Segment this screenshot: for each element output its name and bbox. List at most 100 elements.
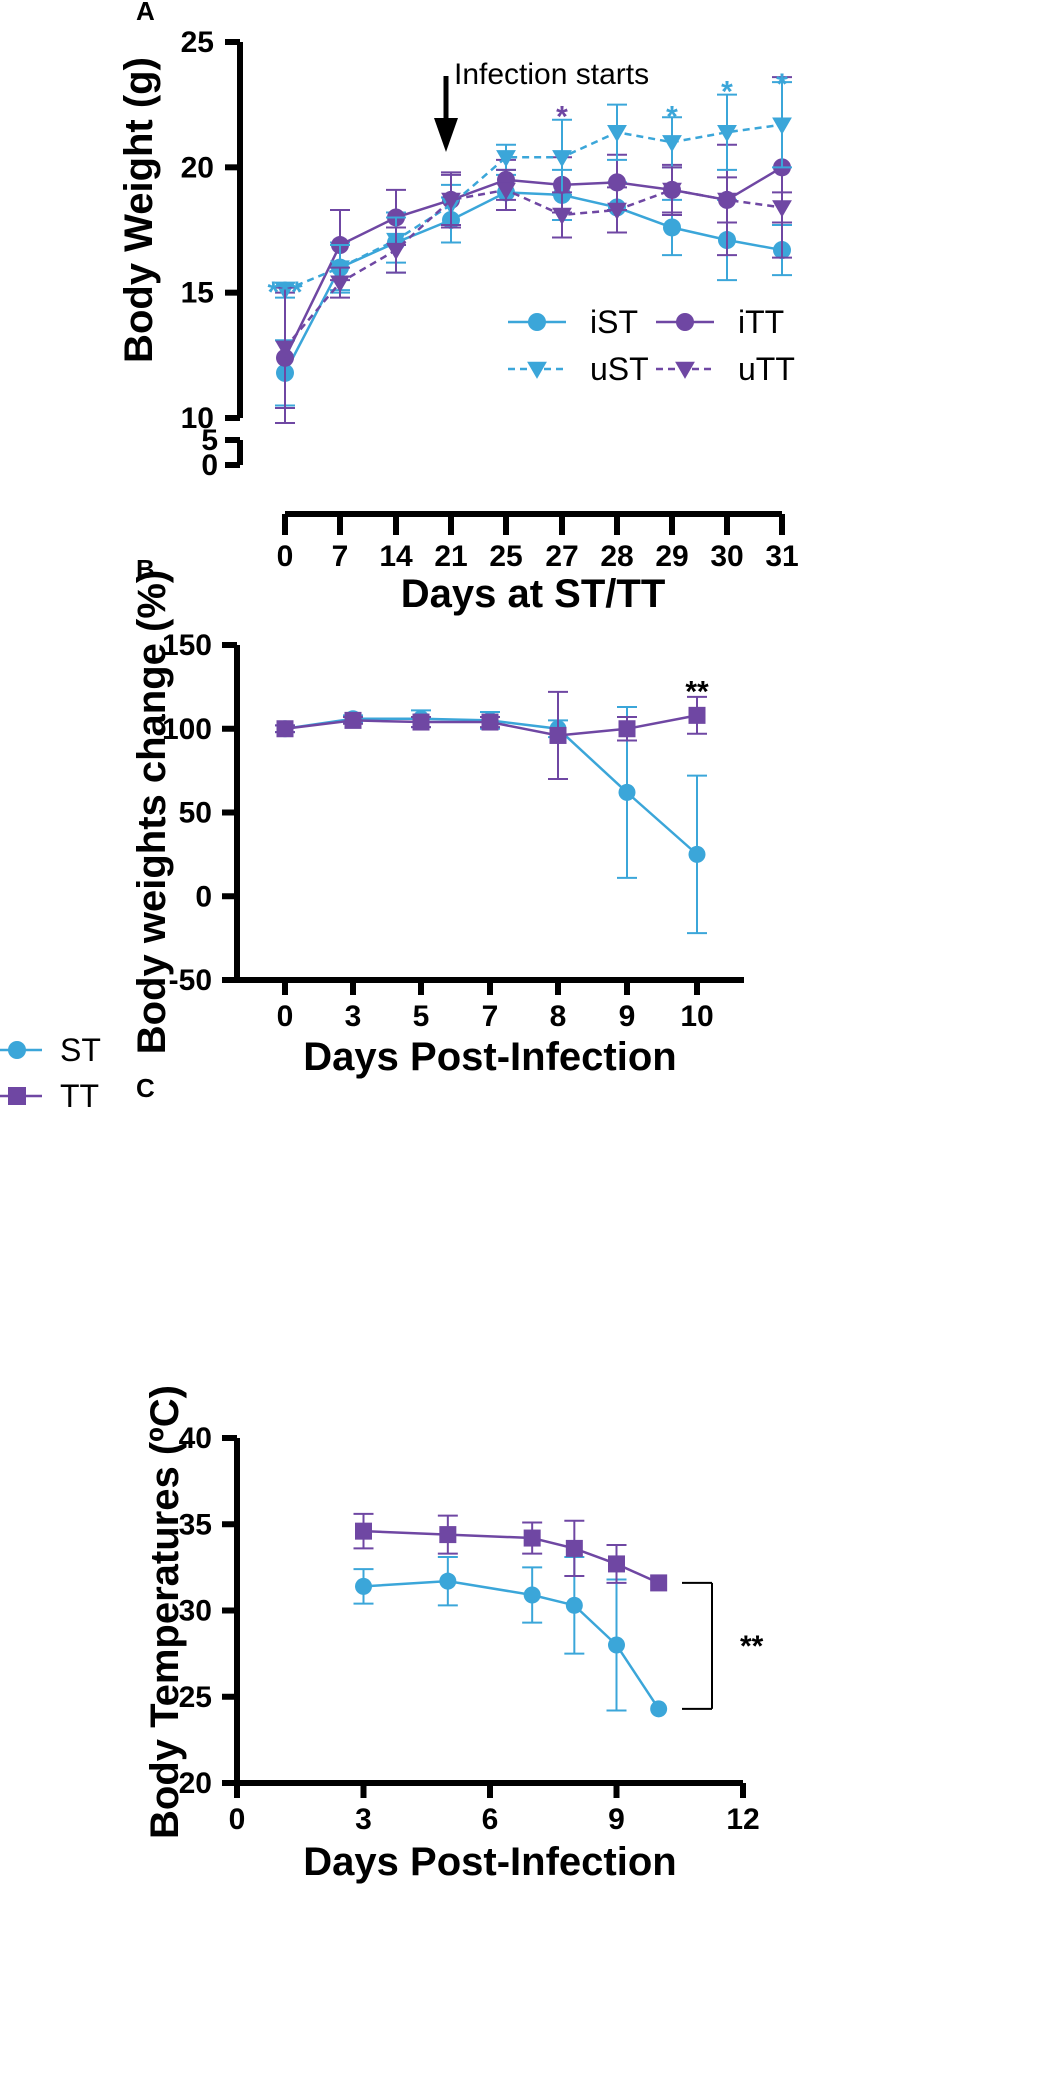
data-point (496, 150, 516, 168)
x-tick-label: 5 (413, 1000, 430, 1033)
data-point (608, 1636, 625, 1654)
y-tick-label: 15 (181, 277, 214, 310)
series-ST (353, 1556, 668, 1718)
y-tick-label: 5 (201, 424, 218, 457)
legend-marker-iTT (676, 313, 694, 331)
x-tick-label: 0 (229, 1803, 246, 1836)
x-tick-label: 14 (379, 540, 413, 573)
x-tick-label: 30 (710, 540, 743, 573)
data-point (662, 135, 682, 153)
significance-bracket (682, 1581, 713, 1710)
panel-b: B -50 0 50 100 150 0 3 5 7 8 9 10 Body weights change… (130, 554, 744, 1079)
data-point (772, 200, 792, 218)
y-axis-title: Body weights change (%) (130, 570, 174, 1055)
legend-marker-iST (528, 313, 546, 331)
data-point (688, 706, 706, 724)
data-point (439, 1526, 457, 1544)
legend-label-uTT: uTT (738, 351, 795, 387)
y-tick-label: 40 (179, 1422, 212, 1455)
series-line-iST (283, 191, 783, 374)
data-point (618, 720, 636, 738)
series-line-uST (284, 123, 783, 292)
legend-marker-uST (527, 361, 547, 379)
significance-marker: * (556, 101, 568, 134)
data-point (355, 1522, 372, 1540)
y-tick-label: 30 (179, 1595, 212, 1628)
shared-legend-label-TT: TT (60, 1078, 99, 1114)
y-tick-label: 10 (181, 402, 214, 435)
y-tick-label: 0 (195, 880, 212, 913)
series-line-ST (363, 1579, 660, 1710)
infection-starts-label: Infection starts (454, 58, 649, 91)
data-point (565, 1596, 583, 1614)
data-point (496, 182, 516, 200)
data-point (355, 1577, 372, 1595)
y-tick-label: 20 (179, 1767, 212, 1800)
x-tick-label: 27 (545, 540, 578, 573)
data-point (523, 1586, 541, 1604)
significance-marker: * (666, 101, 678, 134)
data-point (523, 1529, 541, 1547)
y-tick-label: 50 (179, 797, 212, 830)
y-tick-label: 20 (181, 151, 214, 184)
data-point (344, 711, 362, 729)
data-point (276, 720, 294, 738)
legend-label-iTT: iTT (738, 304, 784, 340)
data-point (330, 275, 350, 293)
series-uTT (275, 166, 792, 409)
x-tick-label: 25 (489, 540, 522, 573)
x-tick-label: 21 (434, 540, 467, 573)
data-point (441, 192, 461, 210)
y-tick-label: 25 (179, 1681, 212, 1714)
x-tick-label: 7 (332, 540, 349, 573)
series-line-uTT (284, 188, 783, 349)
data-point (688, 845, 706, 863)
panel-label-c: C (136, 1073, 155, 1103)
legend-label-iST: iST (590, 304, 638, 340)
data-point (618, 783, 636, 801)
data-point (565, 1539, 583, 1557)
data-point (481, 713, 499, 731)
x-tick-label: 0 (277, 540, 294, 573)
y-axis-title: Body Weight (g) (117, 57, 161, 363)
significance-marker: ** (740, 1630, 764, 1663)
data-point (650, 1700, 668, 1718)
data-point (412, 713, 430, 731)
significance-marker: * (776, 68, 788, 101)
data-point (386, 242, 406, 260)
x-tick-label: 9 (619, 1000, 636, 1033)
data-point (650, 1574, 668, 1592)
x-tick-label: 8 (550, 1000, 567, 1033)
panel-label-b: B (136, 554, 155, 584)
y-tick-label: 100 (162, 713, 212, 746)
y-tick-label: 35 (179, 1508, 212, 1541)
series-ST (275, 705, 707, 935)
x-tick-label: 9 (608, 1803, 625, 1836)
x-axis-title: Days Post-Infection (303, 1035, 676, 1079)
data-point (717, 125, 737, 143)
shared-legend: ST TT (0, 1032, 101, 1114)
x-tick-label: 3 (345, 1000, 362, 1033)
significance-marker: * (721, 76, 733, 109)
x-tick-label: 7 (482, 1000, 499, 1033)
x-tick-label: 0 (277, 1000, 294, 1033)
data-point (717, 192, 737, 210)
x-axis-title: Days Post-Infection (303, 1840, 676, 1884)
x-tick-label: 12 (726, 1803, 759, 1836)
shared-legend-label-ST: ST (60, 1032, 101, 1068)
x-tick-label: 6 (482, 1803, 499, 1836)
data-point (275, 340, 295, 358)
x-tick-label: 10 (680, 1000, 713, 1033)
x-axis-title: Days at ST/TT (401, 572, 666, 616)
data-point (552, 207, 572, 225)
data-point (549, 726, 567, 744)
data-point (607, 125, 627, 143)
x-tick-label: 3 (355, 1803, 372, 1836)
legend-label-uST: uST (590, 351, 649, 387)
data-point (772, 117, 792, 135)
data-point (608, 1555, 625, 1573)
x-tick-label: 31 (765, 540, 798, 573)
x-tick-label: 29 (655, 540, 688, 573)
